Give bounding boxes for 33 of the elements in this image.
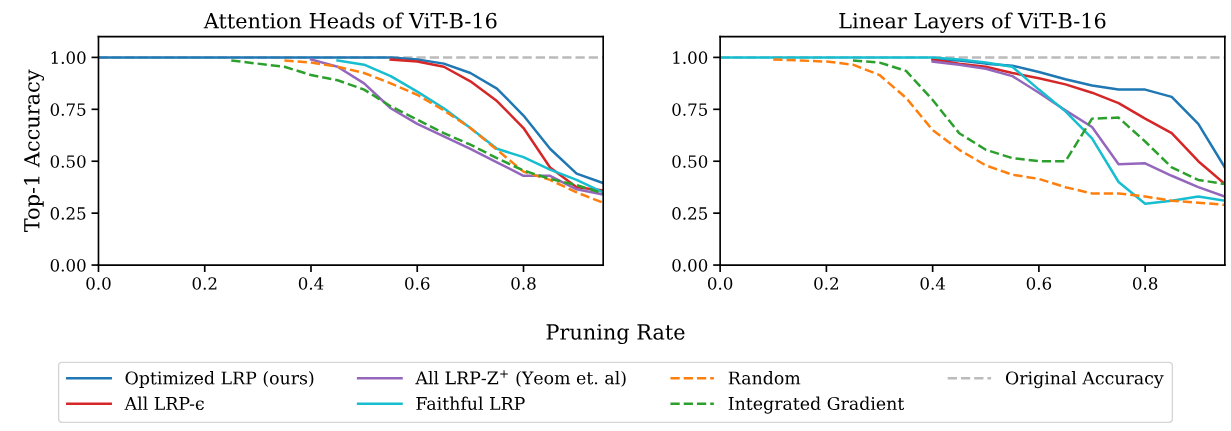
y-tick-label: 1.00 bbox=[51, 51, 86, 64]
x-tick-label: 0.0 bbox=[707, 277, 733, 290]
y-tick-label: 1.00 bbox=[673, 51, 708, 64]
x-tick-label: 0.4 bbox=[920, 277, 946, 290]
x-tick-label: 0.6 bbox=[1026, 277, 1052, 290]
legend-label: All LRP-Z$^{+}$ (Yeom et. al) bbox=[415, 370, 626, 387]
legend-label: Optimized LRP (ours) bbox=[125, 371, 314, 388]
x-tick-label: 0.8 bbox=[1133, 277, 1158, 290]
x-tick-label: 0.6 bbox=[405, 277, 430, 290]
chart-title: Attention Heads of ViT-B-16 bbox=[203, 12, 497, 29]
y-tick-label: 0.50 bbox=[672, 155, 708, 168]
line-series bbox=[851, 59, 1225, 186]
x-axis-title: Pruning Rate bbox=[546, 324, 685, 345]
y-tick-label: 0.75 bbox=[50, 103, 86, 116]
y-tick-label: 0.50 bbox=[50, 155, 86, 168]
x-tick-label: 0.2 bbox=[814, 277, 839, 290]
y-axis-title: Top-1 Accuracy bbox=[23, 69, 45, 232]
y-tick-label: 0.00 bbox=[50, 259, 86, 272]
y-tick-label: 0.00 bbox=[672, 259, 708, 272]
legend-label: Integrated Gradient bbox=[728, 396, 905, 414]
y-tick-label: 0.25 bbox=[672, 207, 708, 220]
line-series bbox=[98, 56, 604, 185]
y-tick-label: 0.75 bbox=[672, 103, 708, 116]
x-tick-label: 0.2 bbox=[192, 277, 217, 290]
legend-label: Faithful LRP bbox=[416, 396, 525, 411]
x-tick-label: 0.8 bbox=[511, 277, 536, 290]
legend-label: Original Accuracy bbox=[1005, 371, 1164, 389]
legend-label: Random bbox=[728, 371, 801, 385]
x-tick-label: 0.0 bbox=[86, 277, 111, 290]
legend-label: All LRP-ϵ bbox=[124, 396, 204, 411]
chart-title: Linear Layers of ViT-B-16 bbox=[839, 12, 1106, 33]
y-tick-label: 0.25 bbox=[50, 207, 86, 220]
x-tick-label: 0.4 bbox=[298, 277, 324, 290]
